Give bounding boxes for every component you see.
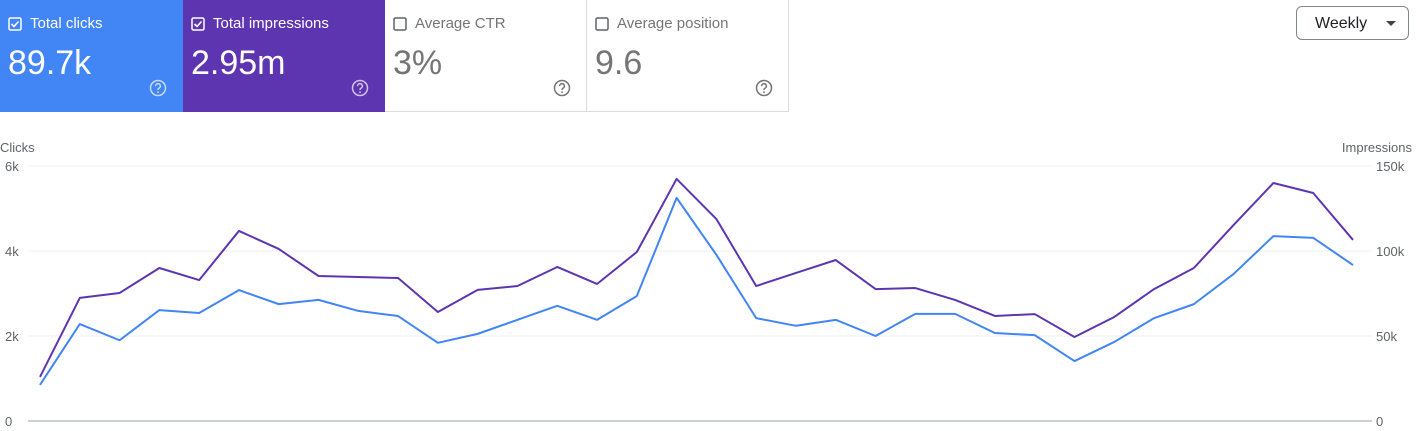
metric-card[interactable]: Average position 9.6 <box>587 0 789 112</box>
card-value: 3% <box>393 44 443 82</box>
y2-tick-label: 100k <box>1376 244 1405 259</box>
y2-tick-label: 150k <box>1376 159 1405 174</box>
card-label: Total clicks <box>30 15 103 32</box>
y2-tick-label: 50k <box>1376 329 1397 344</box>
series-line <box>39 196 1354 386</box>
checkbox[interactable] <box>595 17 609 31</box>
checkbox[interactable] <box>393 17 407 31</box>
help-icon[interactable] <box>755 79 773 97</box>
metric-card[interactable]: Total clicks 89.7k <box>0 0 183 112</box>
help-icon[interactable] <box>553 79 571 97</box>
help-icon[interactable] <box>351 79 369 97</box>
y-tick-label: 4k <box>5 244 19 259</box>
y-tick-label: 6k <box>5 159 19 174</box>
y2-tick-label: 0 <box>1376 414 1383 429</box>
card-label: Total impressions <box>213 15 329 32</box>
y2-axis-label: Impressions <box>1342 140 1413 155</box>
series-line <box>39 177 1354 378</box>
y-axis-label: Clicks <box>0 140 35 155</box>
period-dropdown[interactable]: Weekly <box>1296 6 1409 40</box>
checkbox[interactable] <box>8 17 22 31</box>
y-tick-label: 0 <box>5 414 12 429</box>
dropdown-arrow <box>1386 21 1396 26</box>
period-label: Weekly <box>1315 15 1368 32</box>
card-label: Average position <box>617 15 729 32</box>
help-icon[interactable] <box>149 79 167 97</box>
card-value: 9.6 <box>595 44 643 82</box>
metric-card[interactable]: Average CTR 3% <box>385 0 587 112</box>
checkbox[interactable] <box>191 17 205 31</box>
card-value: 89.7k <box>8 44 92 82</box>
y-tick-label: 2k <box>5 329 19 344</box>
card-value: 2.95m <box>191 44 286 82</box>
metric-card[interactable]: Total impressions 2.95m <box>183 0 385 112</box>
card-label: Average CTR <box>415 15 506 32</box>
